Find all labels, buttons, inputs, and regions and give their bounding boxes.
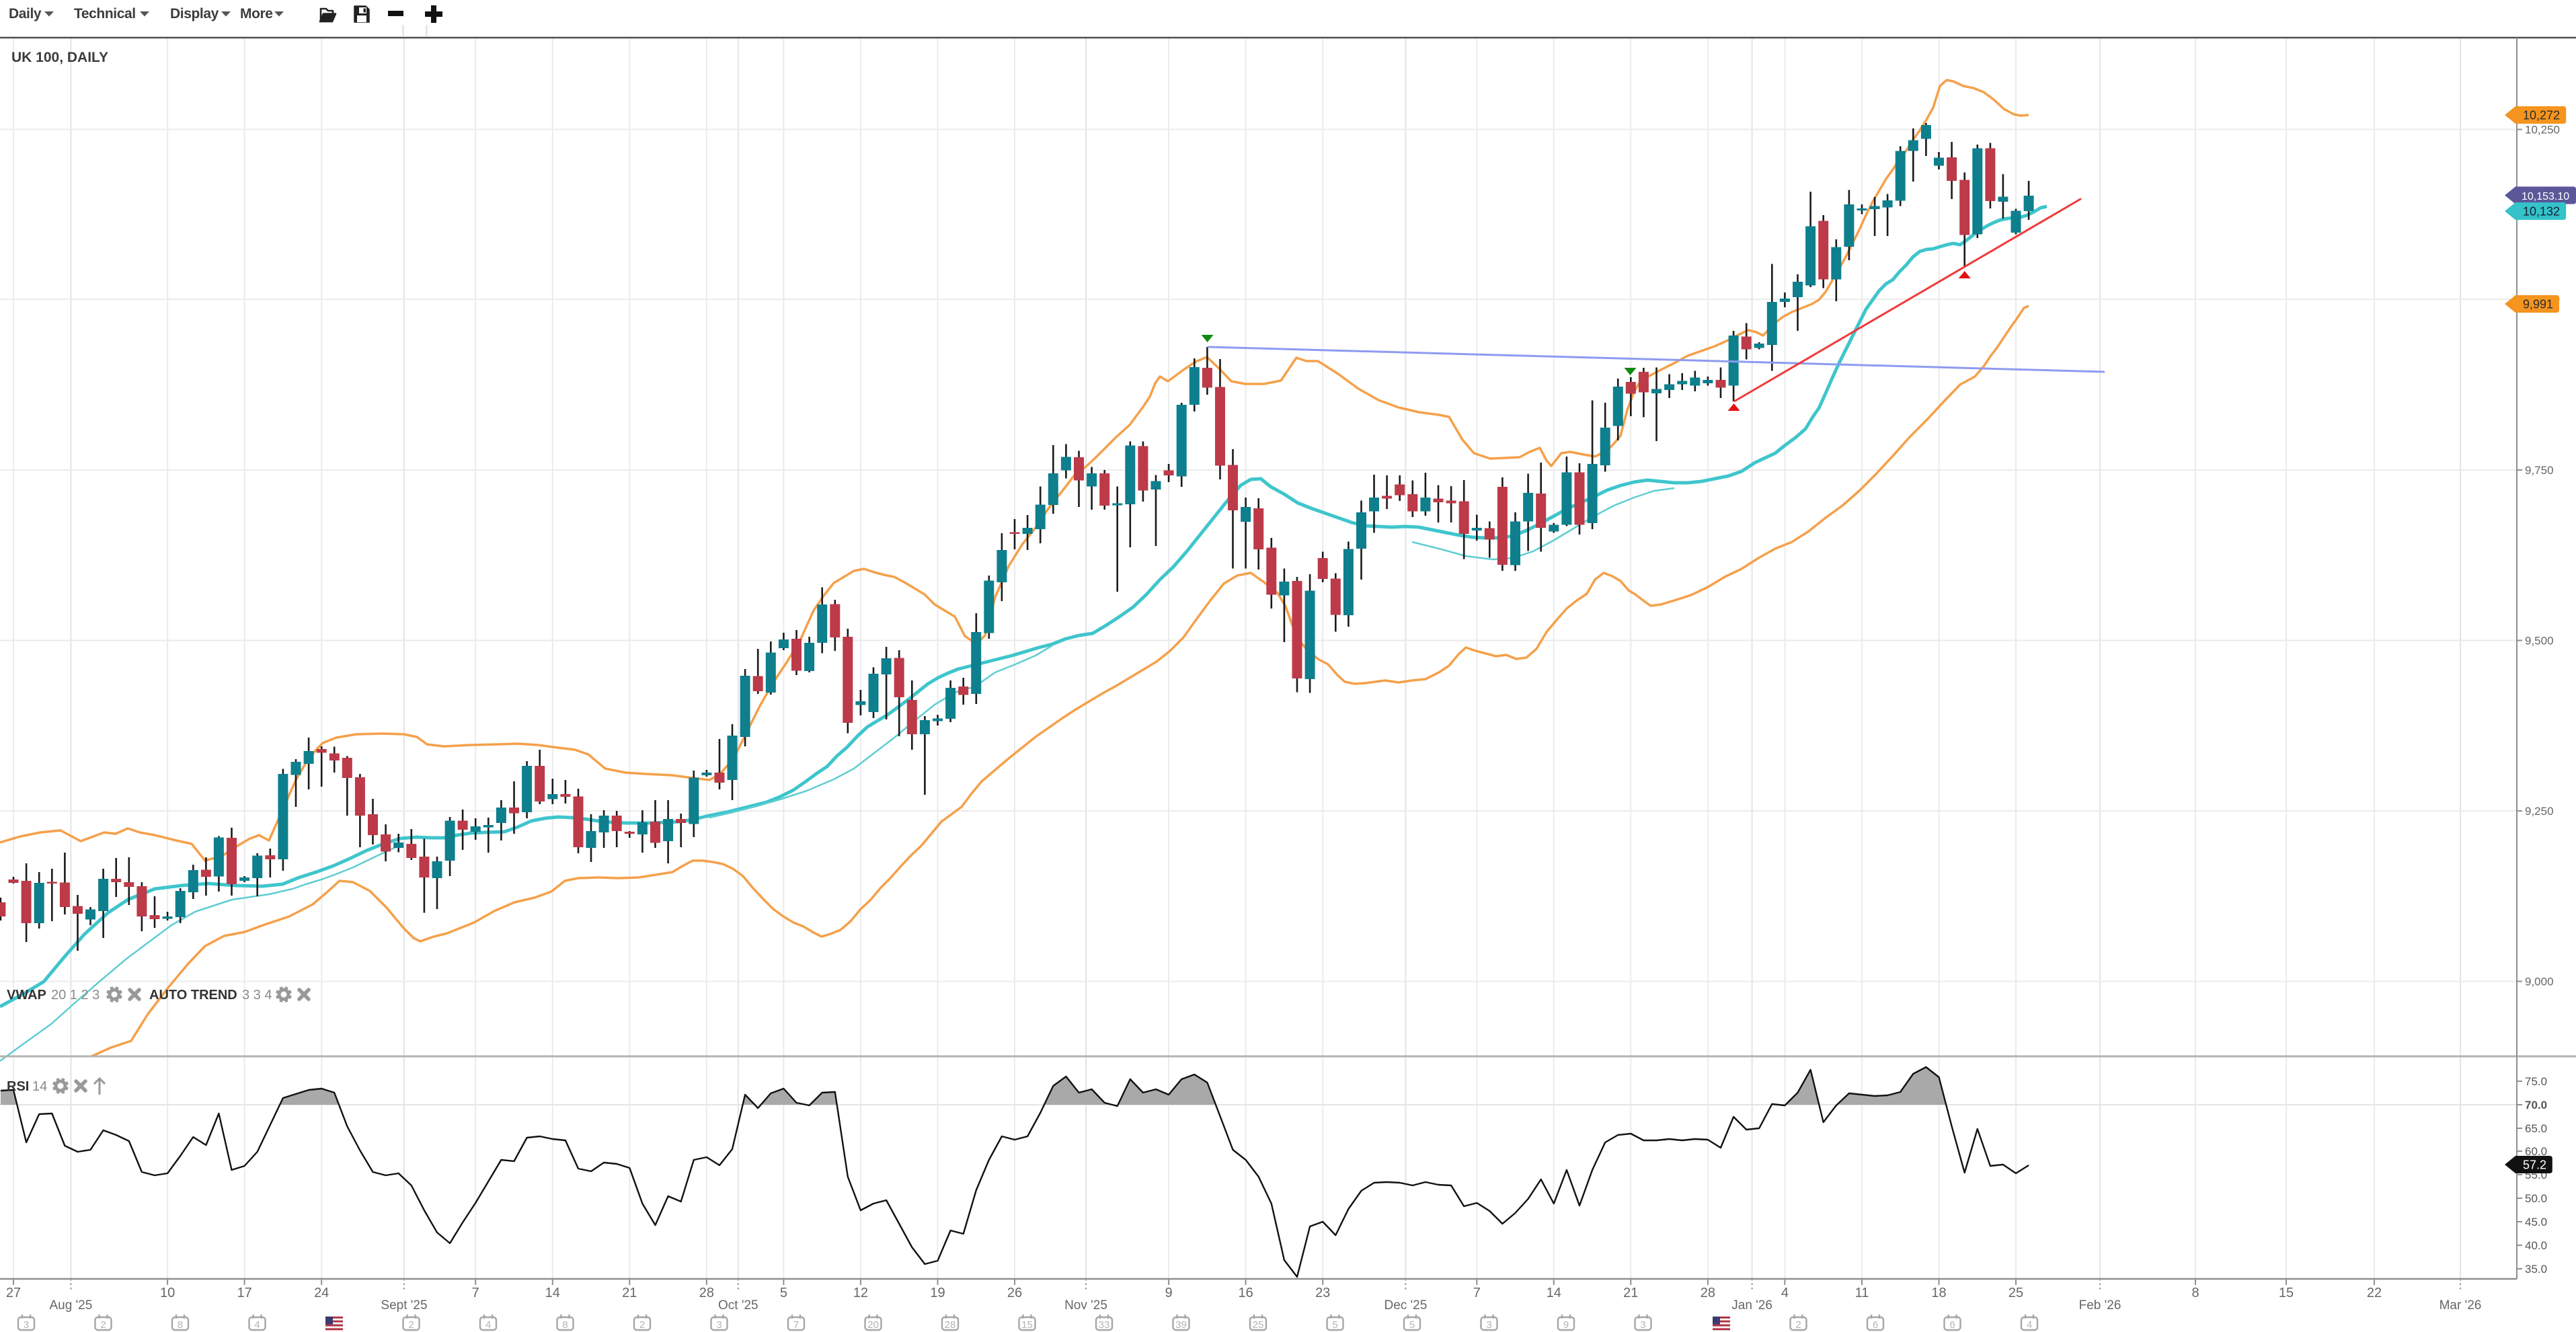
svg-text:Oct '25: Oct '25 [718, 1298, 758, 1313]
svg-text:2: 2 [408, 1319, 414, 1331]
svg-text:5: 5 [1332, 1319, 1337, 1331]
svg-text:23: 23 [1315, 1286, 1330, 1300]
svg-text:57.2: 57.2 [2523, 1159, 2546, 1172]
svg-text:26: 26 [1007, 1286, 1022, 1300]
svg-text:Mar '26: Mar '26 [2440, 1298, 2482, 1313]
svg-text:17: 17 [237, 1286, 251, 1300]
svg-text:5: 5 [1409, 1319, 1415, 1331]
svg-text:7: 7 [472, 1286, 479, 1300]
svg-text:9,991: 9,991 [2523, 298, 2553, 311]
svg-text:70.0: 70.0 [2525, 1099, 2547, 1111]
svg-text:45.0: 45.0 [2525, 1216, 2547, 1228]
svg-text:Nov '25: Nov '25 [1064, 1298, 1107, 1313]
svg-text:9: 9 [1165, 1286, 1173, 1300]
svg-text:8: 8 [178, 1319, 183, 1331]
svg-text:9: 9 [1563, 1319, 1569, 1331]
svg-text:8: 8 [2191, 1286, 2199, 1300]
svg-text:25: 25 [2008, 1286, 2023, 1300]
svg-text:10,272: 10,272 [2523, 109, 2560, 122]
svg-text:14: 14 [32, 1079, 47, 1094]
svg-text:15: 15 [1021, 1319, 1033, 1331]
svg-text:4: 4 [2027, 1319, 2032, 1331]
svg-text:33: 33 [1099, 1319, 1110, 1331]
svg-text:2: 2 [1795, 1319, 1801, 1331]
svg-text:Dec '25: Dec '25 [1384, 1298, 1427, 1313]
svg-text:9,250: 9,250 [2525, 805, 2554, 818]
svg-text:14: 14 [1547, 1286, 1561, 1300]
svg-text:40.0: 40.0 [2525, 1239, 2547, 1252]
svg-text:8: 8 [562, 1319, 568, 1331]
svg-text:Jan '26: Jan '26 [1731, 1298, 1772, 1313]
svg-text:UK 100, DAILY: UK 100, DAILY [11, 50, 108, 65]
svg-text:4: 4 [485, 1319, 491, 1331]
svg-text:75.0: 75.0 [2525, 1075, 2547, 1088]
svg-text:RSI: RSI [7, 1079, 29, 1094]
svg-text:3: 3 [1486, 1319, 1491, 1331]
svg-text:7: 7 [793, 1319, 799, 1331]
svg-text:3: 3 [1640, 1319, 1645, 1331]
svg-text:6: 6 [1873, 1319, 1878, 1331]
svg-text:28: 28 [699, 1286, 714, 1300]
svg-text:14: 14 [545, 1286, 560, 1300]
svg-text:65.0: 65.0 [2525, 1122, 2547, 1135]
svg-text:21: 21 [1623, 1286, 1638, 1300]
svg-text:20: 20 [867, 1319, 879, 1331]
svg-text:15: 15 [2279, 1286, 2294, 1300]
svg-text:6: 6 [1949, 1319, 1955, 1331]
svg-text:2: 2 [100, 1319, 106, 1331]
svg-text:Feb '26: Feb '26 [2079, 1298, 2121, 1313]
svg-text:3 3 4: 3 3 4 [242, 988, 272, 1003]
svg-text:39: 39 [1175, 1319, 1187, 1331]
svg-text:Aug '25: Aug '25 [49, 1298, 92, 1313]
svg-text:28: 28 [945, 1319, 956, 1331]
svg-text:28: 28 [1701, 1286, 1715, 1300]
svg-text:35.0: 35.0 [2525, 1263, 2547, 1276]
svg-text:12: 12 [853, 1286, 868, 1300]
svg-text:10,132: 10,132 [2523, 205, 2560, 219]
svg-text:10,250: 10,250 [2525, 124, 2560, 136]
svg-text:60.0: 60.0 [2525, 1145, 2547, 1158]
svg-text:9,750: 9,750 [2525, 464, 2554, 477]
svg-text:3: 3 [716, 1319, 721, 1331]
svg-text:27: 27 [6, 1286, 21, 1300]
svg-text:50.0: 50.0 [2525, 1192, 2547, 1205]
svg-text:4: 4 [254, 1319, 260, 1331]
svg-text:9,500: 9,500 [2525, 635, 2554, 648]
svg-text:25: 25 [1253, 1319, 1264, 1331]
svg-text:7: 7 [1473, 1286, 1481, 1300]
svg-text:11: 11 [1855, 1286, 1869, 1300]
svg-text:19: 19 [930, 1286, 945, 1300]
svg-text:9,000: 9,000 [2525, 976, 2554, 988]
svg-text:Sept '25: Sept '25 [381, 1298, 427, 1313]
svg-text:2: 2 [639, 1319, 645, 1331]
svg-text:18: 18 [1931, 1286, 1946, 1300]
svg-text:4: 4 [1781, 1286, 1789, 1300]
svg-text:Display: Display [170, 6, 219, 22]
svg-text:24: 24 [314, 1286, 329, 1300]
svg-text:21: 21 [622, 1286, 637, 1300]
svg-text:10,153.10: 10,153.10 [2522, 191, 2569, 202]
svg-text:More: More [240, 6, 273, 22]
svg-text:Daily: Daily [9, 6, 42, 22]
svg-text:VWAP: VWAP [7, 988, 46, 1003]
svg-text:22: 22 [2367, 1286, 2382, 1300]
svg-text:5: 5 [780, 1286, 787, 1300]
svg-text:AUTO TREND: AUTO TREND [149, 988, 237, 1003]
svg-text:16: 16 [1238, 1286, 1253, 1300]
svg-text:Technical: Technical [74, 6, 136, 22]
svg-text:3: 3 [24, 1319, 29, 1331]
svg-text:10: 10 [160, 1286, 175, 1300]
svg-text:20 1 2 3: 20 1 2 3 [51, 988, 100, 1003]
